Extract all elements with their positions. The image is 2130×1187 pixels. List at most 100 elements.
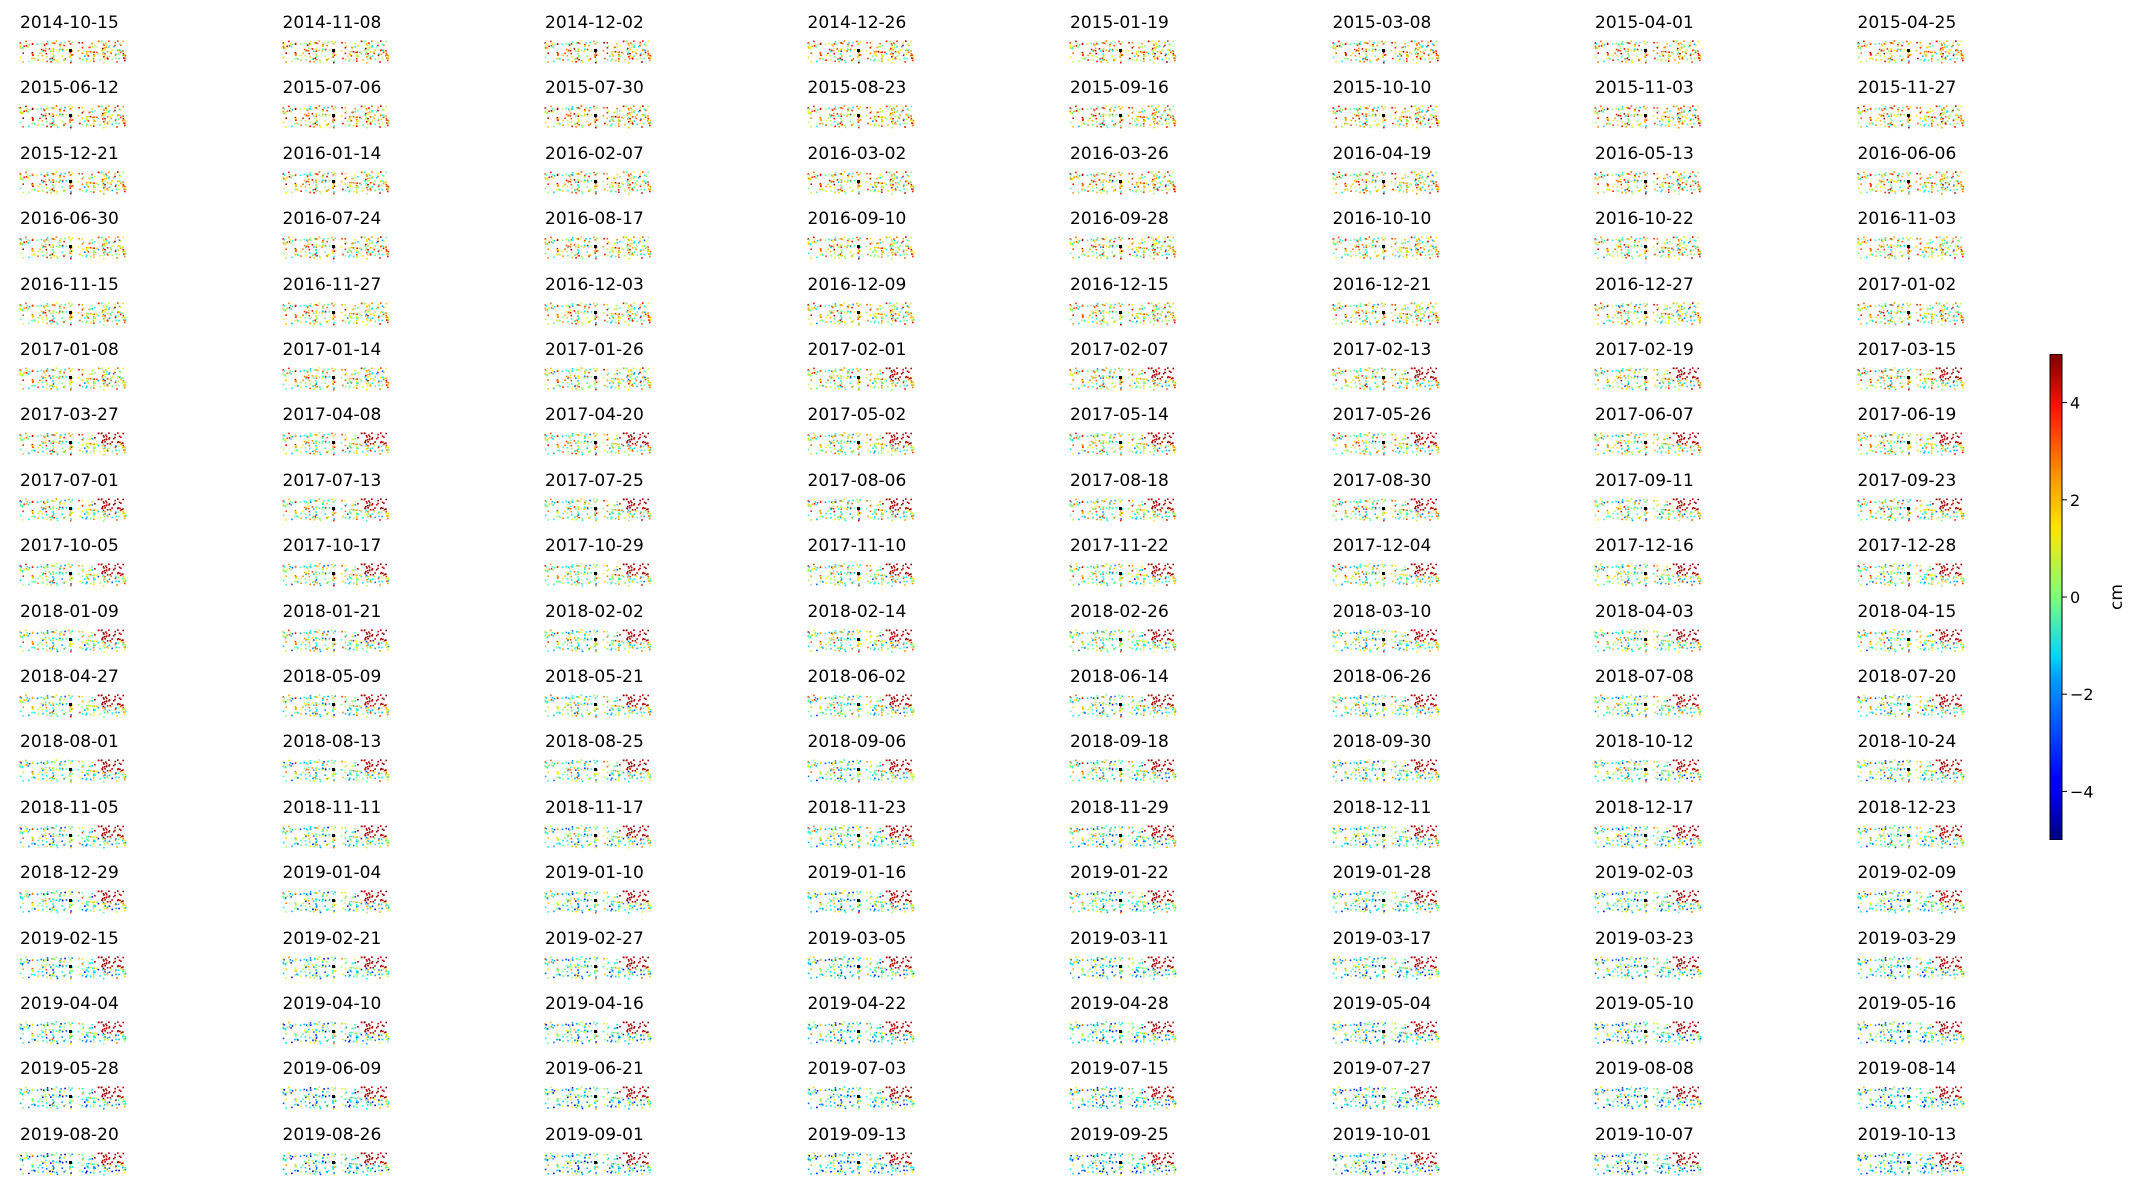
map-point <box>613 177 615 180</box>
map-point <box>852 123 854 126</box>
map-point <box>86 249 89 252</box>
map-point <box>78 172 80 175</box>
map-point <box>104 245 106 247</box>
map-point <box>631 181 634 184</box>
map-point <box>354 46 356 48</box>
map-point <box>1382 121 1384 124</box>
map-point <box>103 258 105 260</box>
map-point <box>1698 188 1700 190</box>
map-point <box>618 185 621 188</box>
map-point <box>1596 177 1599 180</box>
map-point <box>897 183 900 185</box>
map-point <box>577 172 579 175</box>
map-point <box>1644 182 1647 185</box>
map-point <box>21 178 24 181</box>
map-point <box>1334 47 1336 50</box>
map-point <box>869 42 871 44</box>
map-point <box>1897 172 1900 175</box>
map-point <box>64 41 66 44</box>
map-point <box>1859 126 1862 129</box>
map-point <box>1426 41 1429 44</box>
map-point <box>1671 51 1673 54</box>
map-point <box>328 114 330 117</box>
map-point <box>119 182 122 184</box>
map-point <box>1699 56 1702 59</box>
map-point <box>1627 172 1629 175</box>
map-point <box>1365 181 1367 183</box>
map-point <box>1109 43 1111 46</box>
map-point <box>580 114 583 117</box>
map-point <box>583 181 585 183</box>
map-point <box>348 118 350 121</box>
map-point <box>110 52 112 55</box>
map-point <box>118 57 120 60</box>
map-point <box>1939 180 1941 183</box>
map-point <box>1619 115 1622 117</box>
map-point <box>1406 45 1409 47</box>
map-point <box>1699 120 1702 122</box>
map-point <box>893 109 895 111</box>
map-point <box>1623 48 1626 50</box>
map-point <box>89 111 91 114</box>
map-point <box>1890 185 1893 188</box>
map-point <box>1606 52 1608 55</box>
map-point <box>1113 110 1115 112</box>
map-point <box>102 117 105 119</box>
map-point <box>108 45 111 47</box>
map-point <box>1119 173 1122 176</box>
map-point <box>1960 118 1962 120</box>
map-point <box>907 44 910 46</box>
map-point <box>56 190 58 193</box>
map-point <box>827 108 830 110</box>
map-point <box>103 240 105 242</box>
map-point <box>880 125 883 128</box>
map-point <box>355 53 358 56</box>
map-point <box>1332 177 1335 180</box>
map-point <box>633 120 636 123</box>
map-point <box>848 186 851 188</box>
map-point <box>826 117 829 120</box>
map-point <box>908 181 911 184</box>
map-point <box>1351 52 1354 55</box>
map-point <box>1137 55 1140 57</box>
map-point <box>387 120 389 122</box>
map-point <box>1944 58 1947 60</box>
map-point <box>1923 118 1925 121</box>
map-point <box>56 61 59 64</box>
map-point <box>1633 179 1636 181</box>
map-point <box>885 183 887 186</box>
map-point <box>829 120 831 122</box>
map-point <box>1859 61 1862 63</box>
map-point <box>294 174 296 176</box>
map-point <box>619 175 621 178</box>
map-point <box>1899 115 1901 117</box>
map-point <box>610 59 612 62</box>
map-point <box>53 251 55 253</box>
map-point <box>340 115 342 117</box>
map-point <box>906 49 909 52</box>
map-point <box>1157 58 1159 60</box>
map-point <box>833 121 835 124</box>
map-point <box>111 58 113 61</box>
map-point <box>1172 181 1174 183</box>
map-point <box>1656 117 1659 120</box>
map-point <box>89 46 91 48</box>
map-point <box>1344 117 1346 119</box>
map-point <box>1895 181 1898 183</box>
map-point <box>1927 125 1929 127</box>
map-point <box>1615 108 1617 110</box>
map-point <box>1151 49 1154 52</box>
map-point <box>314 118 317 121</box>
map-point <box>573 178 576 181</box>
map-point <box>315 185 318 188</box>
map-point <box>284 183 287 185</box>
map-point <box>1596 113 1599 115</box>
map-point <box>1922 190 1925 193</box>
map-point <box>610 181 613 184</box>
map-point <box>832 112 834 115</box>
map-point <box>309 106 311 109</box>
map-point <box>1674 59 1676 61</box>
map-point <box>577 179 579 181</box>
map-point <box>365 182 367 185</box>
map-point <box>1415 51 1417 54</box>
